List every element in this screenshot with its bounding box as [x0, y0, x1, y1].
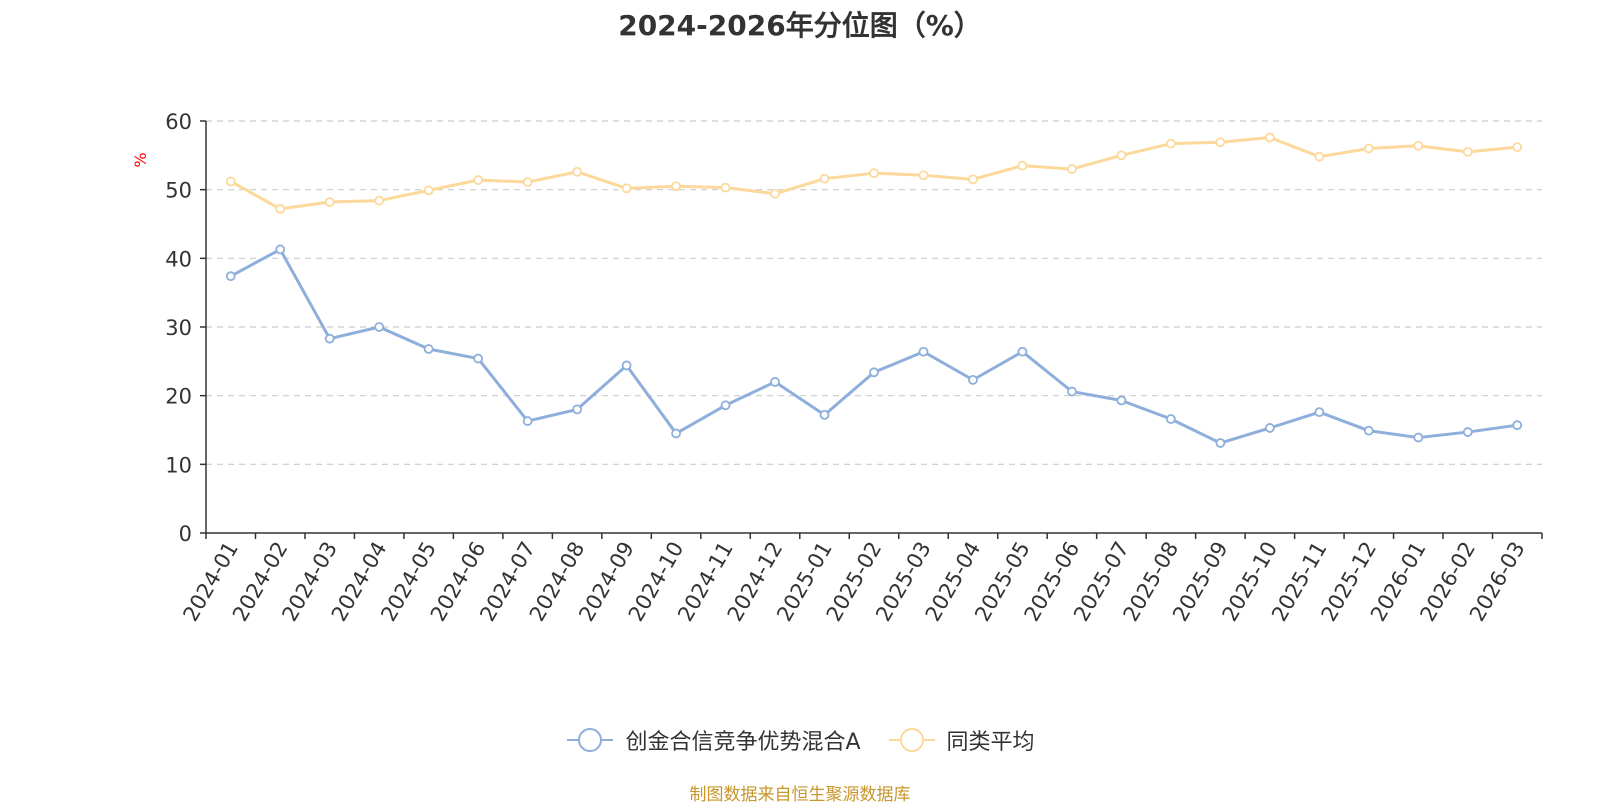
data-point	[1017, 160, 1028, 171]
data-point	[374, 195, 385, 206]
data-point	[720, 400, 731, 411]
data-point	[473, 353, 484, 364]
data-point	[1067, 164, 1077, 174]
data-point	[770, 377, 780, 387]
data-point	[1264, 132, 1275, 143]
data-point	[918, 170, 929, 181]
data-point	[1116, 395, 1127, 406]
data-point	[324, 197, 335, 207]
source-note: 制图数据来自恒生聚源数据库	[689, 785, 911, 805]
data-point	[1512, 420, 1523, 431]
data-point	[1017, 346, 1028, 357]
data-point	[671, 181, 681, 192]
y-axis-label: %	[131, 152, 150, 167]
data-point	[621, 183, 632, 194]
data-point	[572, 404, 583, 415]
axes: 01020304050602024-012024-022024-032024-0…	[165, 110, 1543, 625]
data-point	[1215, 438, 1226, 448]
legend: 创金合信竞争优势混合A 同类平均	[0, 724, 1600, 756]
data-point	[423, 344, 434, 354]
legend-marker	[567, 728, 614, 752]
data-point	[968, 374, 978, 385]
y-tick-label: 60	[165, 110, 192, 134]
data-point	[621, 360, 632, 371]
data-point	[869, 367, 879, 378]
data-point	[1314, 407, 1325, 418]
y-tick-label: 40	[165, 247, 192, 271]
data-point	[1413, 432, 1424, 443]
legend-label: 同类平均	[946, 730, 1035, 755]
data-point	[720, 182, 731, 193]
data-point	[1363, 143, 1374, 154]
data-point	[1165, 414, 1176, 424]
data-point	[1264, 423, 1275, 433]
y-tick-label: 10	[165, 453, 192, 477]
data-point	[1413, 140, 1424, 151]
series-line	[230, 247, 1518, 445]
data-point	[1067, 386, 1077, 397]
data-point	[423, 185, 434, 196]
y-tick-label: 50	[165, 179, 192, 203]
data-point	[324, 333, 335, 344]
data-point	[1165, 138, 1176, 149]
data-point	[473, 175, 484, 185]
data-point	[869, 168, 879, 179]
y-tick-label: 0	[179, 522, 192, 546]
series-1	[225, 244, 1523, 448]
legend-marker	[888, 728, 935, 752]
data-point	[671, 428, 681, 439]
data-point	[1314, 151, 1325, 162]
data-point	[225, 271, 236, 282]
chart-title: 2024-2026年分位图（%）	[618, 9, 982, 42]
data-point	[522, 416, 533, 426]
legend-label: 创金合信竞争优势混合A	[625, 730, 861, 755]
data-point	[522, 177, 533, 188]
y-tick-label: 20	[165, 385, 192, 409]
y-tick-label: 30	[165, 316, 192, 340]
data-point	[275, 244, 286, 255]
data-point	[1116, 150, 1127, 161]
data-point	[1363, 425, 1374, 436]
data-point	[968, 174, 978, 185]
data-point	[918, 346, 929, 357]
data-point	[819, 173, 830, 184]
data-point	[225, 176, 236, 187]
legend-item-2[interactable]: 同类平均	[887, 724, 1035, 756]
data-point	[1215, 137, 1226, 148]
data-point	[770, 188, 780, 199]
legend-item-1[interactable]: 创金合信竞争优势混合A	[565, 724, 861, 756]
data-point	[275, 203, 286, 214]
series-2	[225, 132, 1523, 214]
data-point	[819, 409, 830, 420]
data-point	[572, 166, 583, 177]
data-point	[1462, 146, 1473, 157]
series-lines	[225, 132, 1523, 448]
data-point	[374, 322, 385, 332]
data-point	[1462, 427, 1473, 437]
data-point	[1512, 142, 1523, 152]
